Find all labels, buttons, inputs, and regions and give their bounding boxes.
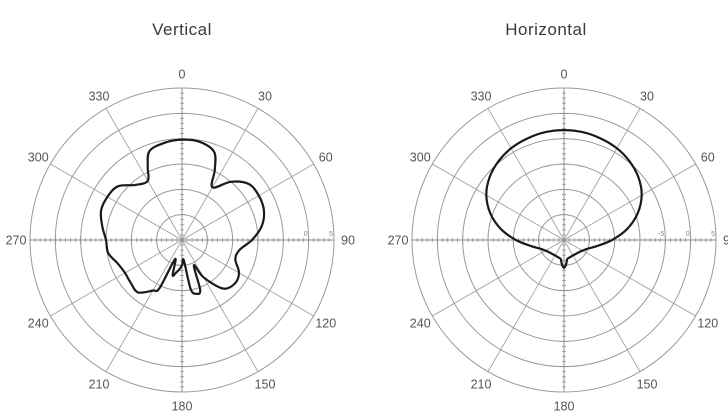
vertical-spoke-60 [181, 163, 314, 241]
horizontal-spoke-150 [563, 239, 641, 372]
vertical-spoke-150 [181, 239, 259, 372]
vertical-angle-label-270: 270 [6, 234, 27, 248]
vertical-ring-label: 0 [304, 231, 308, 238]
horizontal-angle-label-270: 270 [388, 234, 409, 248]
vertical-spoke-120 [181, 239, 314, 317]
vertical-pattern-series [99, 138, 266, 296]
vertical-angle-labels: 0 30 60 90 120 150 180 210 240 270 300 330 [6, 68, 355, 414]
horizontal-chart-title: Horizontal [505, 20, 587, 39]
horizontal-polar-chart: Horizontal -5 0 5 0 30 60 90 120 150 180 210 240 27… [388, 20, 728, 414]
vertical-angle-label-60: 60 [319, 151, 333, 165]
horizontal-pattern-line-0 [485, 129, 643, 269]
horizontal-spoke-120 [563, 239, 696, 317]
vertical-angle-label-90: 90 [341, 234, 355, 248]
vertical-angle-label-0: 0 [179, 68, 186, 82]
horizontal-angle-label-330: 330 [471, 90, 492, 104]
horizontal-spoke-60 [563, 163, 696, 241]
horizontal-spoke-210 [487, 239, 565, 372]
vertical-angle-label-180: 180 [172, 400, 193, 414]
vertical-spoke-240 [50, 239, 183, 317]
vertical-angle-label-330: 330 [89, 90, 110, 104]
horizontal-angle-label-210: 210 [471, 377, 492, 391]
horizontal-radial-ticks [416, 92, 712, 388]
vertical-ring-label: 5 [329, 231, 333, 238]
horizontal-spoke-330 [487, 108, 565, 241]
horizontal-angle-label-300: 300 [410, 151, 431, 165]
horizontal-angle-labels: 0 30 60 90 120 150 180 210 240 270 300 330 [388, 68, 728, 414]
vertical-spoke-300 [50, 163, 183, 241]
horizontal-ring-label: 5 [711, 231, 715, 238]
horizontal-spoke-240 [432, 239, 565, 317]
horizontal-ring-labels: -5 0 5 [658, 231, 715, 238]
vertical-spoke-30 [181, 108, 259, 241]
horizontal-ring-label: -5 [658, 231, 664, 238]
horizontal-angle-label-180: 180 [554, 400, 575, 414]
vertical-angle-label-210: 210 [89, 377, 110, 391]
horizontal-angle-label-90: 90 [723, 234, 728, 248]
horizontal-ring-label: 0 [686, 231, 690, 238]
horizontal-angle-label-30: 30 [640, 90, 654, 104]
horizontal-angle-label-0: 0 [561, 68, 568, 82]
vertical-spoke-330 [105, 108, 183, 241]
horizontal-pattern-series [485, 129, 643, 269]
vertical-radial-ticks [34, 92, 330, 388]
horizontal-angle-label-60: 60 [701, 151, 715, 165]
vertical-angle-label-240: 240 [28, 317, 49, 331]
vertical-angle-label-300: 300 [28, 151, 49, 165]
horizontal-spoke-30 [563, 108, 641, 241]
vertical-spoke-210 [105, 239, 183, 372]
horizontal-spoke-300 [432, 163, 565, 241]
vertical-angle-label-120: 120 [315, 317, 336, 331]
horizontal-angle-label-240: 240 [410, 317, 431, 331]
vertical-pattern-line-0 [99, 138, 266, 296]
vertical-chart-title: Vertical [152, 20, 212, 39]
vertical-angle-label-30: 30 [258, 90, 272, 104]
vertical-angle-label-150: 150 [255, 377, 276, 391]
horizontal-angle-label-150: 150 [637, 377, 658, 391]
horizontal-angle-label-120: 120 [697, 317, 718, 331]
